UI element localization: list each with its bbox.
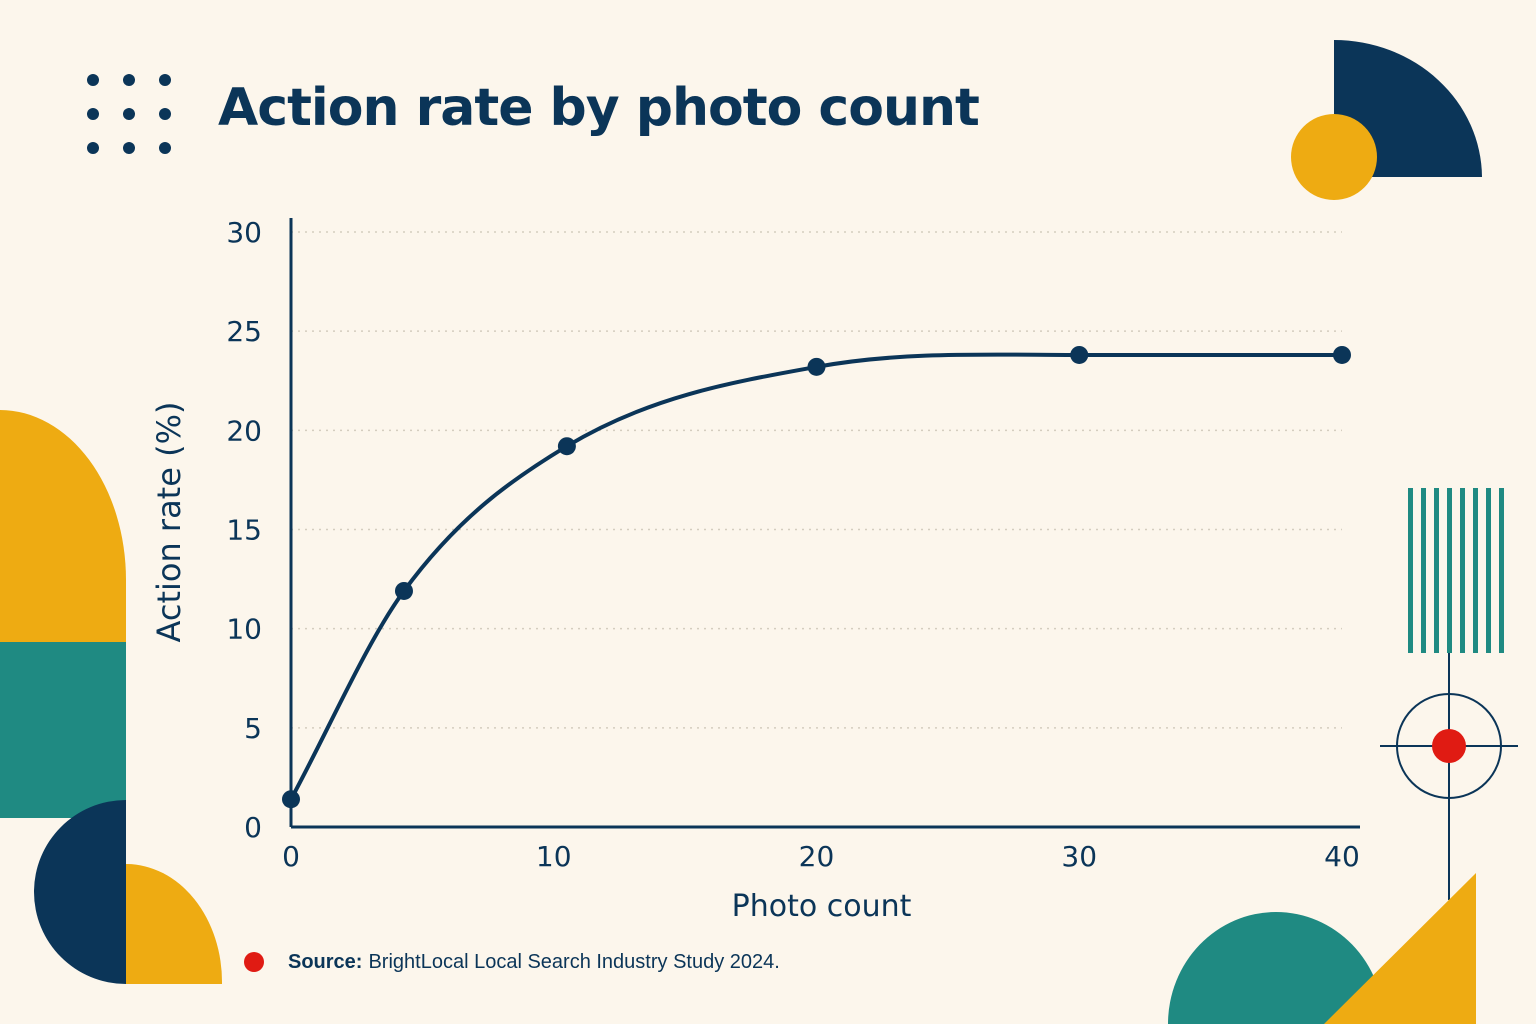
data-point [807, 357, 826, 376]
plot-area: 0 5 10 15 20 25 30 0 10 20 30 40 Photo count Action r… [150, 216, 1360, 924]
series-line [289, 352, 1344, 802]
teal-stripes-shape [1408, 488, 1504, 653]
y-tick-label: 15 [226, 514, 262, 547]
teal-block-shape [0, 642, 126, 818]
y-tick-label: 5 [244, 712, 262, 745]
source-text: BrightLocal Local Search Industry Study … [368, 951, 780, 973]
source-note: Source: BrightLocal Local Search Industry… [288, 951, 780, 974]
data-point [394, 581, 413, 600]
x-tick-label: 10 [536, 840, 572, 873]
y-axis-label: Action rate (%) [150, 402, 188, 643]
y-tick-label: 0 [244, 811, 262, 844]
x-tick-label: 40 [1324, 840, 1360, 873]
teal-circle-shape [1168, 912, 1384, 1024]
y-tick-label: 30 [226, 216, 262, 249]
red-dot-bullet [244, 952, 264, 972]
dot-grid-icon [87, 74, 171, 154]
y-tick-label: 25 [226, 315, 262, 348]
crosshair-target-icon [1380, 653, 1518, 900]
amber-triangle-shape [1324, 873, 1476, 1024]
page-title: Action rate by photo count [218, 78, 980, 138]
decorations [0, 40, 1518, 1024]
amber-quarter-shape [126, 863, 223, 984]
amber-circle-shape [1291, 114, 1377, 200]
x-tick-label: 20 [799, 840, 835, 873]
navy-half-circle-shape [34, 800, 126, 984]
amber-half-disc-shape [0, 410, 126, 642]
data-point [1070, 345, 1089, 364]
x-tick-label: 0 [282, 840, 300, 873]
data-point [1333, 345, 1351, 364]
x-axis-label: Photo count [732, 889, 912, 924]
x-tick-label: 30 [1061, 840, 1097, 873]
data-point [557, 437, 576, 456]
y-tick-label: 20 [226, 414, 262, 447]
source-label: Source: [288, 951, 363, 973]
y-tick-label: 10 [226, 613, 262, 646]
data-point [282, 790, 300, 809]
